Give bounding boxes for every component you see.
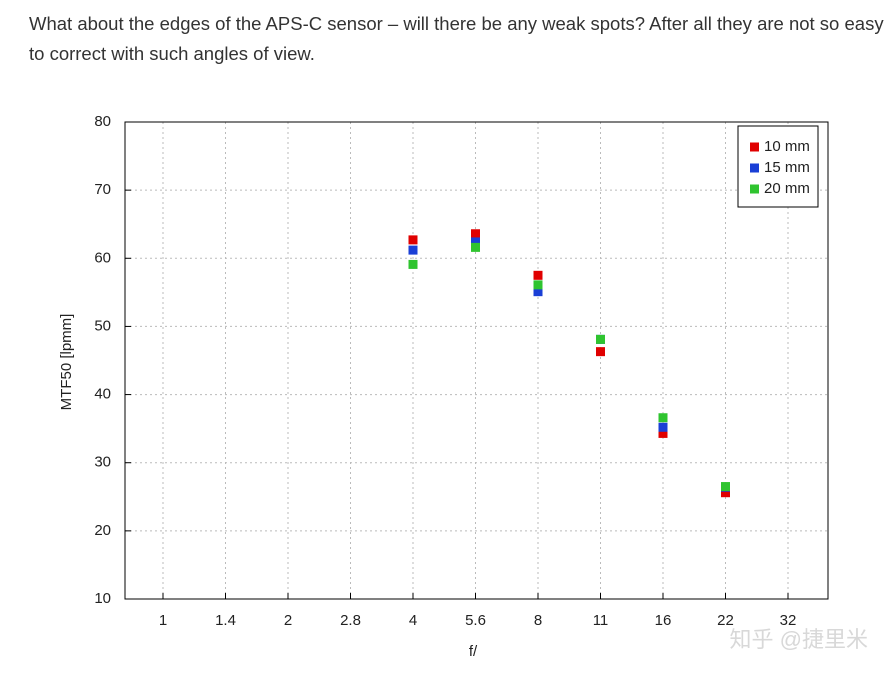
legend-label: 15 mm bbox=[764, 159, 810, 176]
point bbox=[658, 413, 668, 423]
legend-label: 20 mm bbox=[764, 180, 810, 197]
y-tick-label: 40 bbox=[94, 386, 111, 403]
point bbox=[596, 334, 605, 344]
point bbox=[596, 347, 605, 357]
plot-frame bbox=[124, 121, 829, 600]
plot-area bbox=[125, 122, 828, 599]
x-tick-label: 11 bbox=[593, 612, 609, 629]
x-tick-label: 32 bbox=[780, 612, 797, 629]
y-tick-label: 50 bbox=[94, 317, 111, 334]
x-tick-label: 8 bbox=[534, 612, 542, 629]
legend-swatch bbox=[750, 163, 759, 173]
y-tick-label: 60 bbox=[94, 249, 111, 266]
x-tick-label: 1.4 bbox=[215, 612, 236, 629]
x-tick-label: 22 bbox=[717, 612, 734, 629]
y-tick-label: 10 bbox=[94, 590, 111, 607]
point bbox=[408, 235, 418, 245]
point bbox=[471, 237, 480, 247]
point bbox=[533, 287, 543, 297]
x-tick-label: 1 bbox=[159, 612, 167, 629]
legend-swatch bbox=[750, 142, 759, 152]
point bbox=[408, 245, 418, 255]
point bbox=[471, 229, 480, 239]
legend-swatch bbox=[750, 184, 759, 194]
x-tick-label: 16 bbox=[655, 612, 672, 629]
y-tick-label: 30 bbox=[94, 454, 111, 471]
x-tick-label: 2.8 bbox=[340, 612, 361, 629]
x-axis-label: f/ bbox=[469, 643, 478, 660]
y-tick-label: 20 bbox=[94, 522, 111, 539]
point bbox=[471, 242, 480, 252]
x-tick-label: 5.6 bbox=[465, 612, 486, 629]
y-tick-label: 70 bbox=[94, 181, 111, 198]
point bbox=[721, 488, 730, 498]
y-axis-label: MTF50 [lpmm] bbox=[58, 314, 75, 411]
x-tick-label: 2 bbox=[284, 612, 292, 629]
point bbox=[658, 428, 668, 438]
point bbox=[721, 482, 730, 492]
watermark: 知乎 @捷里米 bbox=[730, 627, 868, 652]
point bbox=[533, 270, 543, 280]
y-tick-label: 80 bbox=[94, 113, 111, 130]
x-tick-label: 4 bbox=[409, 612, 417, 629]
point bbox=[408, 259, 418, 269]
paragraph: What about the edges of the APS-C sensor… bbox=[29, 13, 884, 64]
legend-label: 10 mm bbox=[764, 138, 810, 155]
point bbox=[533, 280, 543, 290]
point bbox=[658, 422, 668, 432]
